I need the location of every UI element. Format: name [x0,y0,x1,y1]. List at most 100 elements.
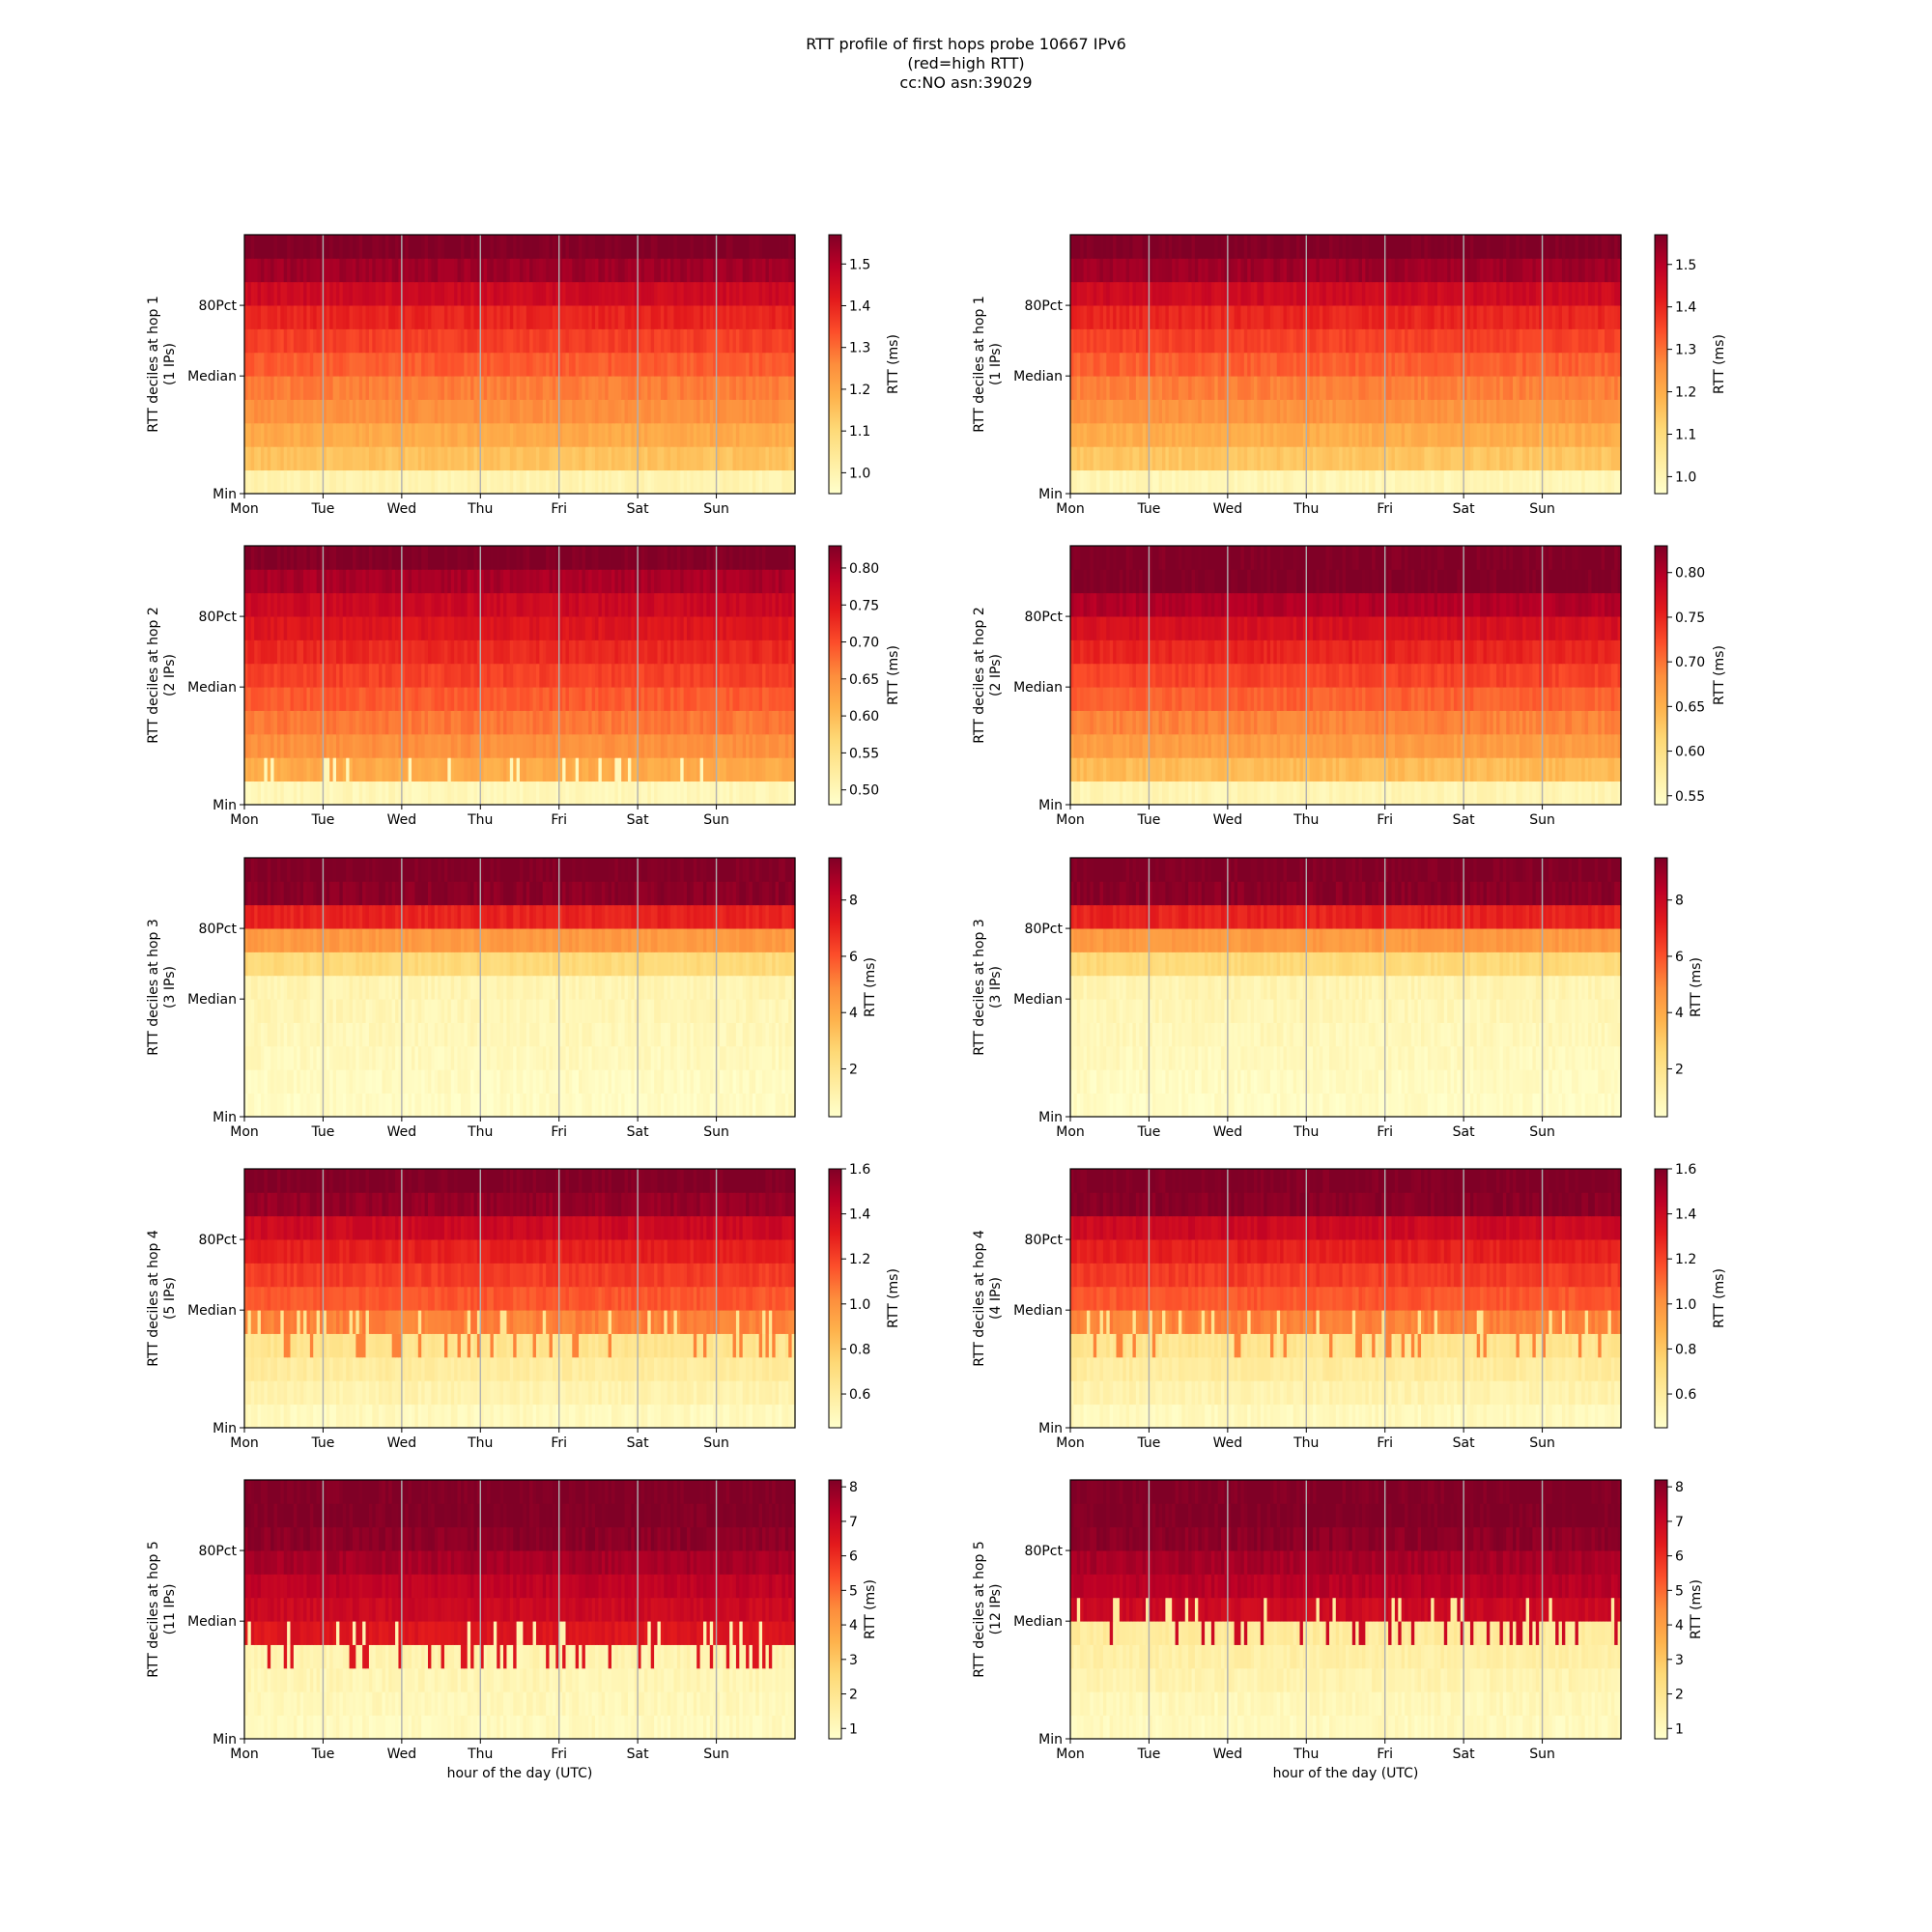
heatmap-cell [408,422,412,447]
heatmap-cell [483,235,488,259]
heatmap-cell [732,446,737,471]
heatmap-cell [1122,422,1127,447]
heatmap-cell [280,399,285,424]
heatmap-cell [568,258,573,283]
heatmap-cell [460,281,465,306]
x-tick-label: Thu [1293,501,1319,517]
heatmap-cell [1342,446,1347,471]
heatmap-cell [614,710,619,735]
heatmap-cell [293,663,298,688]
heatmap-cell [250,422,255,447]
heatmap-cell [450,446,455,471]
heatmap-cell [454,305,459,329]
heatmap-cell [1581,352,1586,377]
heatmap-cell [509,376,514,400]
heatmap-cell [473,235,478,259]
heatmap-cell [1260,399,1264,424]
heatmap-cell [775,399,780,424]
heatmap-cell [768,446,773,471]
heatmap-cell [1188,446,1193,471]
heatmap-cell [1198,469,1203,495]
heatmap-cell [729,781,734,806]
heatmap-cell [346,235,351,259]
heatmap-cell [1568,469,1573,495]
heatmap-cell [1405,446,1409,471]
heatmap-cell [565,281,570,306]
heatmap-cell [260,399,265,424]
heatmap-cell [1358,422,1363,447]
heatmap-cell [1361,281,1366,306]
heatmap-cell [673,258,678,283]
heatmap-cell [595,469,600,495]
heatmap-cell [476,235,481,259]
heatmap-cell [1519,376,1523,400]
heatmap-cell [758,328,763,354]
heatmap-cell [1231,446,1236,471]
heatmap-cell [614,733,619,758]
heatmap-cell [424,422,429,447]
heatmap-cell [244,422,248,447]
heatmap-cell [421,687,426,711]
heatmap-cell [454,733,459,758]
heatmap-cell [667,281,671,306]
heatmap-cell [417,328,422,354]
heatmap-cell [584,258,589,283]
heatmap-cell [412,328,416,354]
heatmap-cell [1516,376,1520,400]
heatmap-cell [670,376,675,400]
heatmap-cell [657,376,662,400]
heatmap-cell [549,352,554,377]
heatmap-cell [664,446,668,471]
heatmap-cell [309,352,314,377]
heatmap-cell [670,235,675,259]
heatmap-cell [673,757,678,782]
heatmap-cell [355,352,360,377]
heatmap-cell [493,422,497,447]
heatmap-cell [382,376,386,400]
heatmap-cell [1605,352,1609,377]
heatmap-cell [703,352,707,377]
heatmap-cell [1125,469,1130,495]
heatmap-cell [299,446,304,471]
heatmap-cell [1224,399,1229,424]
heatmap-cell [772,469,777,495]
heatmap-cell [1257,376,1262,400]
heatmap-cell [584,422,589,447]
heatmap-cell [1280,328,1285,354]
heatmap-cell [339,616,344,640]
heatmap-cell [306,422,311,447]
heatmap-cell [276,399,281,424]
heatmap-cell [1519,446,1523,471]
heatmap-cell [1473,399,1478,424]
heatmap-cell [1313,422,1318,447]
heatmap-cell [546,281,551,306]
heatmap-cell [487,328,492,354]
heatmap-cell [398,281,403,306]
heatmap-cell [608,376,612,400]
heatmap-cell [1339,281,1344,306]
heatmap-cell [732,352,737,377]
heatmap-cell [1476,399,1481,424]
heatmap-cell [257,305,262,329]
heatmap-cell [742,422,747,447]
heatmap-cell [1434,422,1438,447]
heatmap-cell [673,687,678,711]
heatmap-cell [1551,422,1556,447]
y-tick-label: Median [1013,369,1063,384]
heatmap-cell [1322,422,1327,447]
heatmap-cell [680,376,685,400]
heatmap-cell [431,376,436,400]
heatmap-cell [1269,399,1274,424]
heatmap-cell [1339,469,1344,495]
heatmap-cell [1614,399,1619,424]
heatmap-cell [503,235,508,259]
heatmap-cell [412,399,416,424]
heatmap-cell [1162,376,1166,400]
heatmap-cell [664,258,668,283]
heatmap-cell [323,422,327,447]
heatmap-cell [575,235,580,259]
heatmap-cell [1250,399,1255,424]
heatmap-cell [591,710,596,735]
heatmap-cell [254,305,259,329]
heatmap-cell [746,399,751,424]
